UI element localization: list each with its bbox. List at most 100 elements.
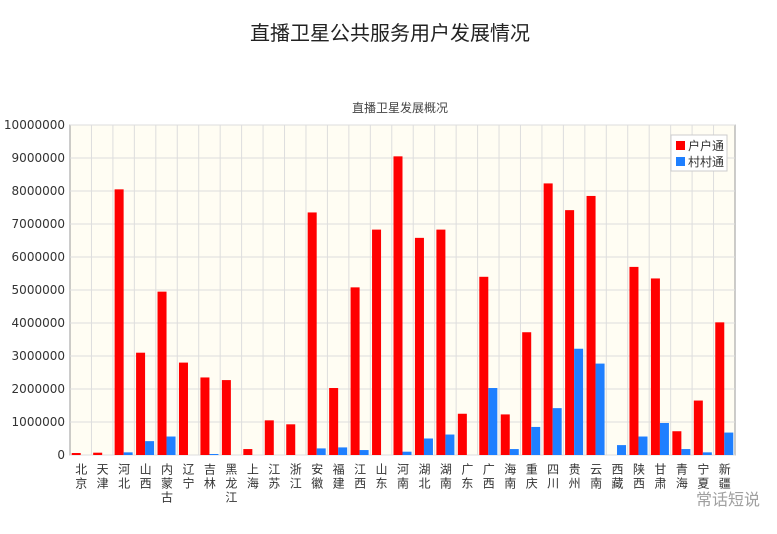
x-tick-label: 广西 [481,463,495,491]
x-tick-label: 浙江 [288,463,302,491]
bar [681,449,691,455]
y-tick-label: 10000000 [4,118,65,132]
y-tick-label: 4000000 [12,316,65,330]
x-tick-label: 新疆 [717,462,731,491]
x-tick-label: 广东 [460,463,474,491]
x-tick-label: 安徽 [310,462,324,491]
watermark: 常话短说 [696,490,760,509]
y-tick-label: 0 [57,448,65,462]
bar [724,432,734,455]
bar [329,388,339,455]
bar [166,436,176,455]
bar [136,352,146,455]
legend-swatch [676,141,685,150]
y-tick-label: 3000000 [12,349,65,363]
bar [209,454,219,455]
bar [650,278,660,455]
bar [552,408,562,455]
bar [200,377,210,455]
y-tick-label: 5000000 [12,283,65,297]
bar [402,451,412,455]
bar [617,445,627,455]
x-tick-label: 甘肃 [653,463,667,491]
bar [178,362,188,455]
bar [393,156,403,455]
x-tick-label: 山东 [374,463,388,491]
bar [629,266,639,455]
bar [457,413,467,455]
bar [702,452,712,455]
x-tick-label: 天津 [95,463,109,491]
x-tick-label: 山西 [138,463,152,491]
bar [316,448,326,455]
bar [500,414,510,455]
y-tick-label: 1000000 [12,415,65,429]
x-tick-label: 湖南 [438,462,452,491]
x-tick-label: 西藏 [610,463,624,491]
bar [93,452,103,455]
x-tick-label: 上海 [245,463,259,491]
y-tick-label: 6000000 [12,250,65,264]
bar [659,422,669,455]
bar [114,189,124,455]
bar [359,450,369,455]
x-tick-label: 吉林 [202,463,216,491]
bar [565,210,575,455]
x-tick-label: 江西 [353,463,367,491]
bar [436,229,446,455]
y-tick-label: 8000000 [12,184,65,198]
x-tick-label: 湖北 [417,462,431,491]
x-tick-label: 北京 [74,463,88,491]
bar [264,420,274,455]
legend-label: 户户通 [688,138,724,153]
legend-swatch [676,157,685,166]
bar [522,332,532,455]
y-tick-label: 7000000 [12,217,65,231]
bar [638,436,648,455]
bar [479,276,489,455]
x-tick-label: 海南 [503,462,517,491]
bar [350,287,360,455]
x-tick-label: 河南 [396,463,410,491]
bar [123,452,133,455]
bar [243,449,253,455]
bar [715,322,725,455]
y-tick-label: 2000000 [12,382,65,396]
bar [145,441,155,455]
legend-label: 村村通 [688,155,724,169]
y-tick-label: 9000000 [12,151,65,165]
bar [372,229,382,455]
bar [543,183,553,455]
bar [574,348,584,455]
chart-title: 直播卫星发展概况 [352,100,448,115]
bar [221,380,231,455]
x-tick-label: 黑龙江 [224,463,238,505]
x-tick-label: 陕西 [631,462,645,491]
bar [286,424,296,455]
x-tick-label: 内蒙古 [160,463,174,505]
bar [531,426,541,455]
bar [423,438,433,455]
bar [595,363,605,455]
bar [71,453,81,455]
bar [672,431,682,455]
x-tick-label: 江苏 [267,463,281,491]
x-tick-label: 云南 [589,463,603,491]
bar [445,434,455,455]
x-tick-label: 河北 [117,463,131,491]
x-tick-label: 宁夏 [696,462,710,491]
x-tick-label: 重庆 [524,463,538,491]
bar [157,291,167,455]
x-tick-label: 四川 [546,463,560,491]
x-tick-label: 贵州 [567,463,581,491]
bar [586,195,596,455]
bar [693,400,703,455]
page-title: 直播卫星公共服务用户发展情况 [250,21,530,45]
x-tick-label: 辽宁 [181,463,195,491]
bar [509,449,519,455]
bar [307,212,317,455]
bar [338,447,348,455]
x-tick-label: 福建 [331,462,345,491]
